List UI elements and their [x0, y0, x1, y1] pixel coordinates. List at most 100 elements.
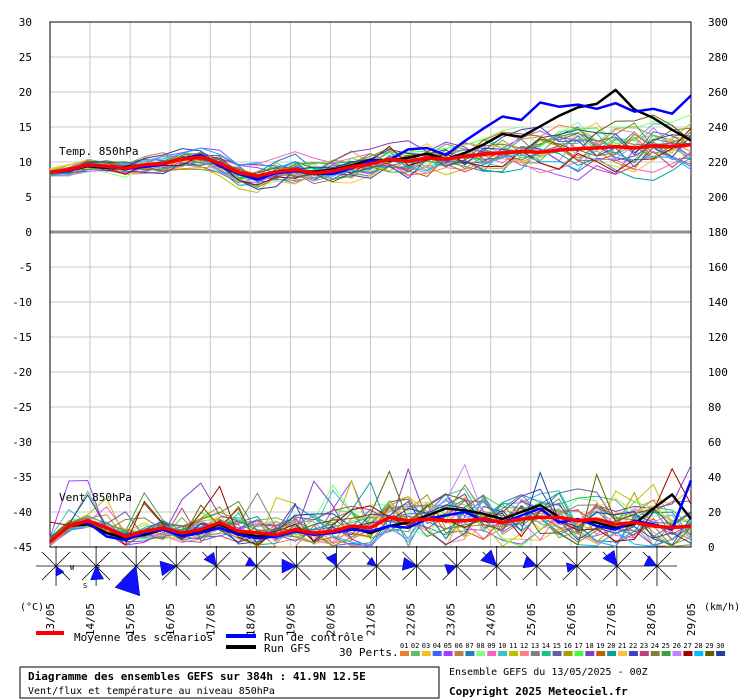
- wind-rose-wedge: [114, 565, 141, 597]
- pert-swatch: [400, 651, 409, 656]
- wind-rose-spoke: [135, 551, 151, 567]
- pert-number: 07: [465, 642, 473, 650]
- pert-swatch: [487, 651, 497, 656]
- perturbation-legend: 01 02 03 04 05 06 07 08 09 10 11 12 13 14 15 16 17 18 19 20…: [400, 642, 726, 656]
- pert-swatch: [410, 651, 420, 656]
- wind-rose-wedge: [325, 552, 337, 567]
- pert-number: 23: [640, 642, 648, 650]
- y-tick-label-right: 240: [708, 121, 728, 134]
- copyright: Copyright 2025 Meteociel.fr: [449, 685, 628, 698]
- wind-rose-spoke: [482, 565, 498, 581]
- wind-rose: [516, 546, 557, 586]
- title-box: [19, 666, 440, 699]
- wind-rose-spoke: [656, 565, 672, 581]
- pert-number: 14: [542, 642, 550, 650]
- wind-rose-spoke: [416, 565, 431, 581]
- wind-rose-spoke: [256, 551, 271, 567]
- pert-swatch: [716, 651, 726, 656]
- wind-rose-spoke: [296, 551, 311, 567]
- wind-rose-spoke: [121, 551, 137, 567]
- x-tick-label: 24/05: [485, 603, 498, 636]
- wind-rose-spoke: [442, 551, 457, 567]
- x-tick-label: 14/05: [84, 603, 97, 636]
- wind-rose-spoke: [402, 565, 417, 581]
- y-tick-label-left: 10: [19, 156, 32, 169]
- wind-rose: [114, 546, 157, 597]
- x-tick-label: 16/05: [164, 603, 177, 636]
- wind-rose-spoke: [175, 565, 191, 581]
- ensemble-wind-line: [49, 467, 692, 546]
- x-tick-label: 25/05: [525, 603, 538, 636]
- highlighted-series: [48, 88, 693, 544]
- compass-letter: W: [70, 564, 75, 572]
- y-tick-label-left: 20: [19, 86, 32, 99]
- ensemble-wind-line: [49, 465, 692, 548]
- wind-rose-spoke: [55, 551, 71, 567]
- pert-swatch: [454, 651, 464, 656]
- panel-label-temp: Temp. 850hPa: [59, 145, 138, 158]
- y-tick-label-right: 300: [708, 16, 728, 29]
- y-tick-label-left: 0: [25, 226, 32, 239]
- pert-swatch: [672, 651, 682, 656]
- series-line-temp: [49, 142, 692, 178]
- wind-rose-wedge: [281, 558, 297, 574]
- wind-rose-spoke: [416, 551, 431, 567]
- wind-rose-spoke: [496, 551, 512, 567]
- y-tick-label-right: 140: [708, 296, 728, 309]
- pert-swatch: [628, 651, 638, 656]
- pert-swatch: [443, 651, 453, 656]
- y-tick-label-right: 40: [708, 471, 721, 484]
- pert-swatch: [476, 651, 486, 656]
- pert-swatch: [705, 651, 715, 656]
- wind-rose-spoke: [376, 565, 391, 581]
- wind-rose: [556, 546, 597, 586]
- y-tick-label-left: -25: [12, 401, 32, 414]
- wind-rose-spoke: [201, 565, 217, 581]
- wind-rose-wedge: [522, 555, 538, 569]
- pert-swatch: [509, 651, 518, 656]
- wind-rose-spoke: [562, 565, 578, 581]
- y-tick-label-right: 20: [708, 506, 721, 519]
- wind-rose-wedge: [244, 556, 257, 567]
- y-tick-label-right: 180: [708, 226, 728, 239]
- x-tick-label: 26/05: [565, 603, 578, 636]
- wind-rose-wedge: [203, 551, 217, 567]
- wind-rose-spoke: [362, 565, 377, 581]
- ensemble-temp-line: [49, 127, 692, 184]
- x-tick-label: 27/05: [605, 603, 618, 636]
- y-tick-label-right: 80: [708, 401, 721, 414]
- wind-rose-spoke: [41, 565, 57, 581]
- y-tick-label-left: -35: [12, 471, 32, 484]
- wind-rose-spoke: [256, 565, 271, 581]
- wind-rose-spoke: [95, 565, 111, 581]
- y-tick-label-left: -5: [19, 261, 32, 274]
- ensemble-temp-line: [49, 127, 692, 183]
- wind-rose: [356, 546, 397, 586]
- wind-rose: [196, 546, 237, 586]
- pert-number: 19: [596, 642, 604, 650]
- wind-rose-row: WES: [36, 546, 677, 597]
- wind-rose-spoke: [215, 551, 231, 567]
- pert-number: 21: [618, 642, 626, 650]
- wind-rose-spoke: [241, 565, 257, 581]
- pert-number: 12: [520, 642, 528, 650]
- wind-rose-wedge: [480, 549, 498, 567]
- wind-rose: [236, 546, 277, 586]
- pert-swatch: [541, 651, 551, 656]
- y-tick-label-left: -40: [12, 506, 32, 519]
- wind-rose-spoke: [496, 565, 512, 581]
- pert-number: 03: [422, 642, 430, 650]
- y-tick-label-right: 0: [708, 541, 715, 554]
- x-tick-label: 22/05: [405, 603, 418, 636]
- pert-number: 16: [564, 642, 572, 650]
- pert-number: 08: [476, 642, 484, 650]
- pert-swatch: [432, 651, 442, 656]
- pert-number: 02: [411, 642, 419, 650]
- wind-rose-spoke: [402, 551, 417, 567]
- wind-rose-spoke: [282, 565, 297, 581]
- pert-number: 18: [585, 642, 593, 650]
- y-tick-label-left: 30: [19, 16, 32, 29]
- panel-label-wind: Vent 850hPa: [59, 491, 132, 504]
- pert-swatch: [639, 651, 649, 656]
